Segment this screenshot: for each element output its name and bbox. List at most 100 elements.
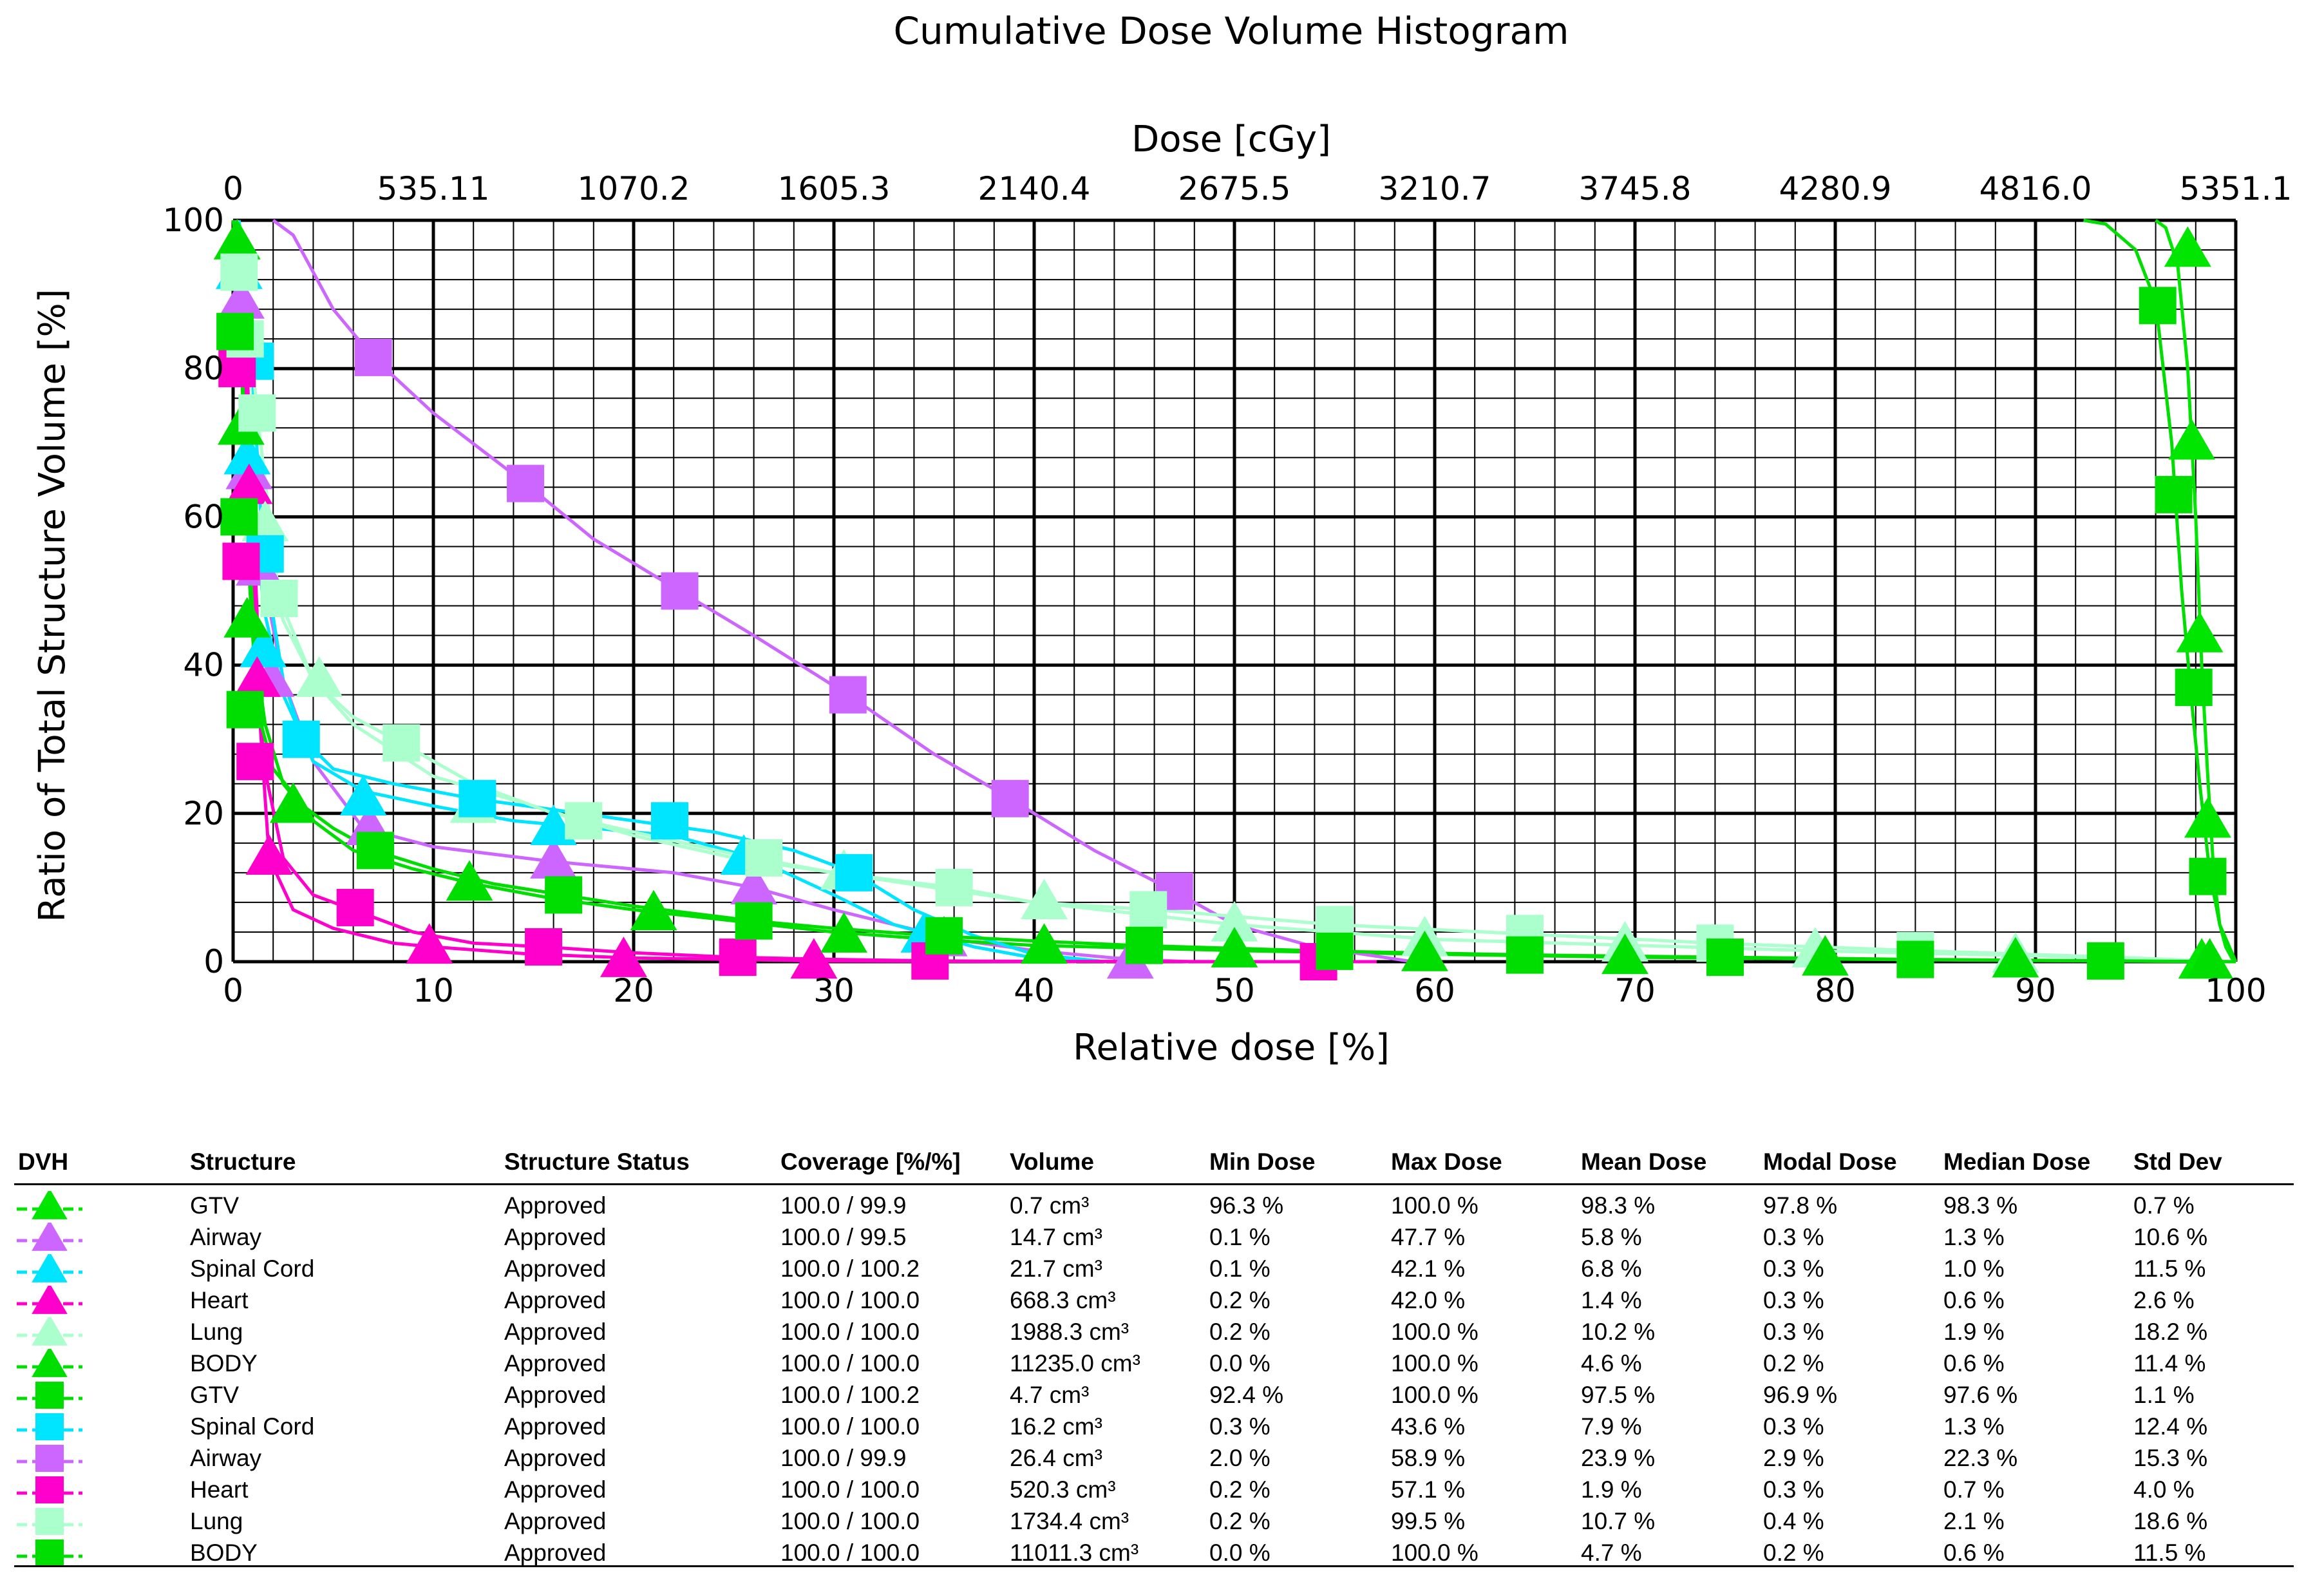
cell-max: 47.7 % — [1391, 1224, 1466, 1250]
cell-status: Approved — [504, 1413, 607, 1440]
dvh-legend-symbol — [17, 1445, 82, 1472]
cell-max: 43.6 % — [1391, 1413, 1466, 1440]
marker-square-body — [1126, 926, 1164, 964]
top-tick-label: 5351.1 — [2180, 170, 2292, 207]
x-tick-label: 10 — [413, 972, 454, 1009]
y-tick-label: 60 — [183, 498, 224, 535]
cell-structure: GTV — [190, 1382, 240, 1408]
cell-std: 0.7 % — [2133, 1192, 2195, 1219]
cell-structure: Spinal Cord — [190, 1413, 315, 1440]
dvh-chart: Cumulative Dose Volume Histogram Dose [c… — [32, 9, 2292, 1069]
cell-volume: 16.2 cm³ — [1010, 1413, 1102, 1440]
cell-volume: 1734.4 cm³ — [1010, 1508, 1129, 1534]
cell-max: 42.0 % — [1391, 1287, 1466, 1313]
marker-square-lung — [1129, 891, 1167, 929]
table-row: Lung Approved 100.0 / 100.0 1988.3 cm³ 0.2 %… — [0, 1316, 2324, 1348]
marker-triangle-lung — [296, 656, 343, 697]
marker-square-spinal-cord — [458, 779, 496, 817]
top-tick-label: 3745.8 — [1579, 170, 1692, 207]
header-median-dose: Median Dose — [1943, 1148, 2091, 1175]
cell-coverage: 100.0 / 100.2 — [780, 1382, 920, 1408]
marker-triangle-gtv — [2184, 797, 2231, 838]
marker-square-lung — [565, 802, 603, 840]
cell-status: Approved — [504, 1508, 607, 1534]
marker-square-lung — [260, 580, 298, 618]
cell-volume: 0.7 cm³ — [1010, 1192, 1090, 1219]
marker-triangle-body — [1401, 930, 1448, 971]
marker-triangle-gtv — [2168, 419, 2216, 460]
cell-max: 100.0 % — [1391, 1192, 1478, 1219]
marker-square-airway — [507, 464, 545, 502]
cell-structure: Lung — [190, 1508, 243, 1534]
marker-triangle-body — [1801, 935, 1849, 976]
marker-square-gtv — [2175, 669, 2213, 707]
cell-median: 0.7 % — [1943, 1476, 2005, 1503]
marker-square-body — [1316, 932, 1354, 970]
header-volume: Volume — [1010, 1148, 1094, 1175]
cell-min: 0.2 % — [1209, 1287, 1271, 1313]
cell-min: 0.3 % — [1209, 1413, 1271, 1440]
marker-square-gtv — [2155, 475, 2193, 513]
cell-mean: 4.7 % — [1581, 1539, 1642, 1566]
marker-triangle-heart — [790, 938, 838, 979]
cell-median: 2.1 % — [1943, 1508, 2005, 1534]
cell-min: 0.0 % — [1209, 1539, 1271, 1566]
curve-square-lung — [235, 220, 2226, 964]
top-tick-label: 2675.5 — [1178, 170, 1291, 207]
cell-min: 2.0 % — [1209, 1445, 1271, 1471]
dvh-statistics-table: DVH Structure Structure Status Coverage … — [0, 1137, 2324, 1575]
cell-coverage: 100.0 / 100.0 — [780, 1508, 920, 1534]
marker-square-body — [1506, 936, 1544, 974]
table-row: Spinal Cord Approved 100.0 / 100.0 16.2 cm³… — [0, 1411, 2324, 1442]
marker-triangle-body — [820, 912, 868, 953]
dvh-legend-symbol — [17, 1254, 82, 1282]
cell-std: 2.6 % — [2133, 1287, 2195, 1313]
marker-square-lung — [935, 868, 973, 906]
dvh-legend-symbol — [17, 1223, 82, 1251]
cell-min: 0.2 % — [1209, 1508, 1271, 1534]
cell-std: 4.0 % — [2133, 1476, 2195, 1503]
marker-square-lung — [220, 253, 258, 291]
cell-coverage: 100.0 / 99.5 — [780, 1224, 907, 1250]
marker-square-heart — [236, 743, 274, 781]
table-row: Heart Approved 100.0 / 100.0 668.3 cm³ 0.2 %… — [0, 1284, 2324, 1316]
dvh-legend-symbol — [17, 1382, 82, 1409]
top-tick-label: 0 — [223, 170, 243, 207]
cell-structure: Airway — [190, 1445, 262, 1471]
cell-coverage: 100.0 / 100.2 — [780, 1255, 920, 1282]
dvh-legend-symbol — [17, 1508, 82, 1535]
marker-square-heart — [222, 542, 260, 580]
cell-volume: 1988.3 cm³ — [1010, 1319, 1129, 1345]
dvh-legend-symbol — [17, 1413, 82, 1440]
legend-square-icon — [35, 1413, 64, 1440]
curve-triangle-lung — [235, 220, 2236, 964]
marker-triangle-spinal-cord — [530, 805, 578, 846]
legend-triangle-icon — [32, 1317, 68, 1346]
cell-median: 1.0 % — [1943, 1255, 2005, 1282]
legend-square-icon — [35, 1445, 64, 1472]
marker-triangle-heart — [245, 834, 293, 875]
table-row: Spinal Cord Approved 100.0 / 100.2 21.7 cm³… — [0, 1253, 2324, 1284]
cell-structure: Spinal Cord — [190, 1255, 315, 1282]
marker-triangle-spinal-cord — [339, 775, 387, 815]
cell-structure: Heart — [190, 1287, 249, 1313]
marker-triangle-body — [2186, 938, 2234, 979]
cell-structure: BODY — [190, 1539, 258, 1566]
header-std-dev: Std Dev — [2133, 1148, 2222, 1175]
top-tick-label: 1605.3 — [778, 170, 891, 207]
curve-square-heart — [235, 220, 1377, 964]
cell-structure: GTV — [190, 1192, 240, 1219]
x-tick-label: 90 — [2015, 972, 2056, 1009]
cell-modal: 0.2 % — [1763, 1350, 1824, 1377]
curve-triangle-gtv — [2155, 218, 2236, 963]
header-status: Structure Status — [504, 1148, 690, 1175]
y-axis-label: Ratio of Total Structure Volume [%] — [32, 289, 73, 922]
cell-status: Approved — [504, 1287, 607, 1313]
cell-std: 18.2 % — [2133, 1319, 2208, 1345]
cell-coverage: 100.0 / 99.9 — [780, 1445, 907, 1471]
cell-mean: 23.9 % — [1581, 1445, 1656, 1471]
header-min-dose: Min Dose — [1209, 1148, 1316, 1175]
marker-square-lung — [745, 839, 783, 877]
header-dvh: DVH — [18, 1148, 69, 1175]
marker-square-spinal-cord — [282, 720, 320, 758]
